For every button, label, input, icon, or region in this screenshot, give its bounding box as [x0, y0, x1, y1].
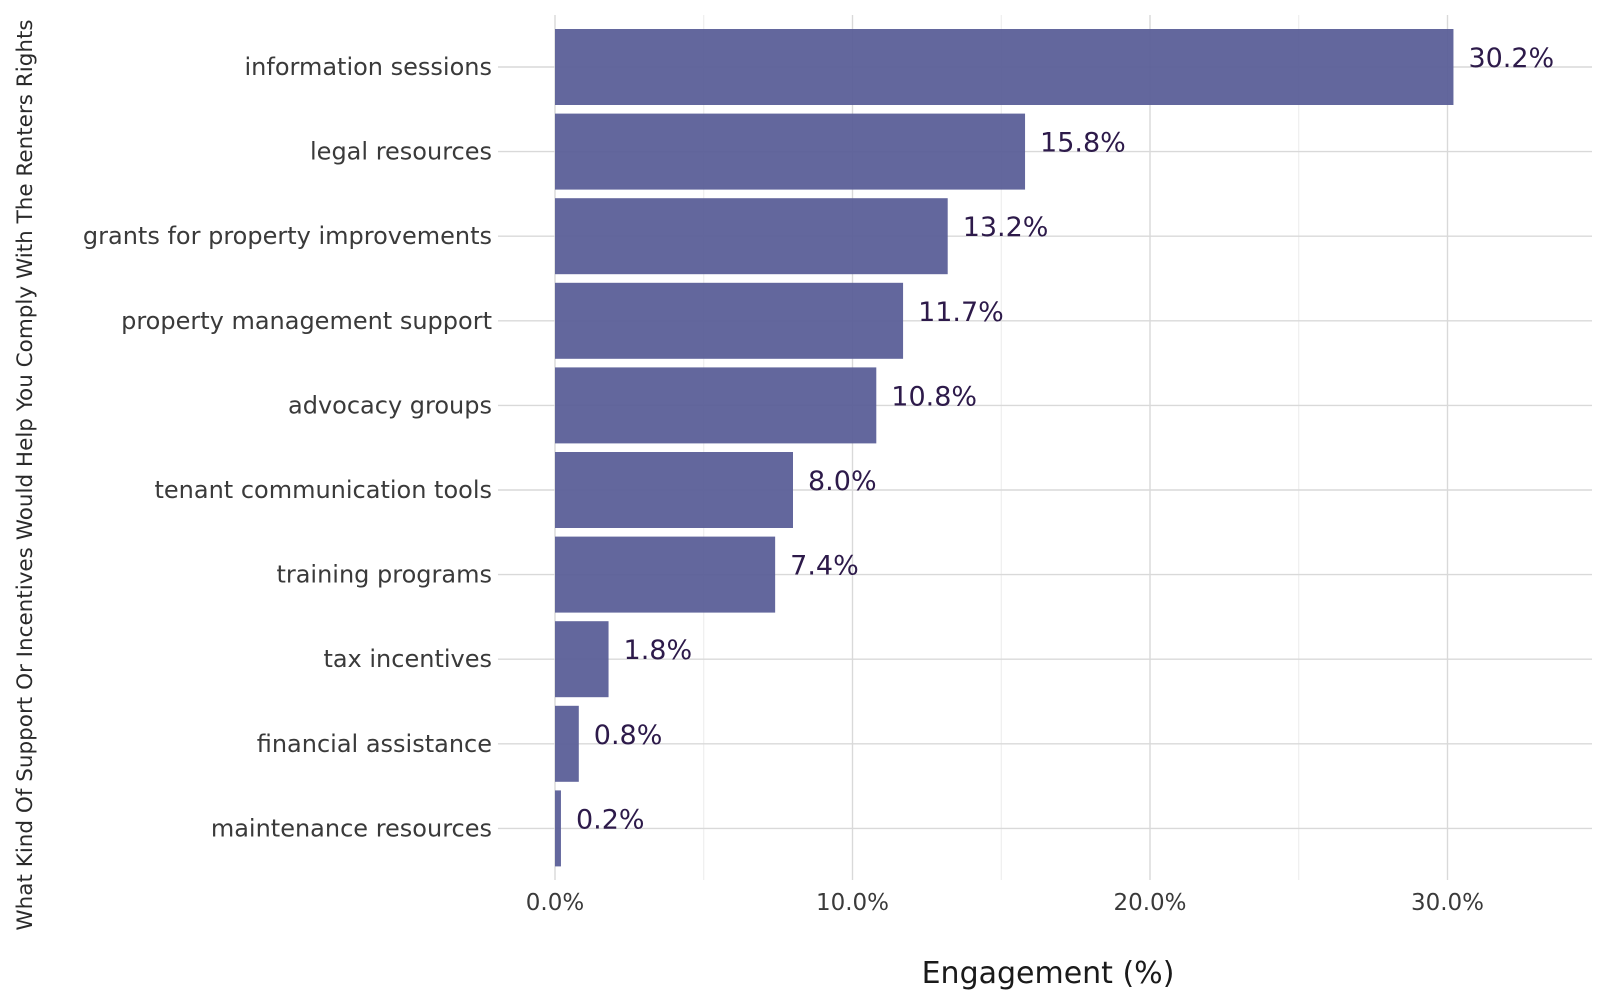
category-label: financial assistance: [257, 730, 492, 758]
x-tick-label: 30.0%: [1411, 890, 1484, 916]
bar-tenant-communication-tools: [555, 452, 793, 528]
bar-grants-for-property-improvements: [555, 198, 948, 275]
category-label: training programs: [276, 561, 492, 589]
bar-tax-incentives: [555, 621, 609, 698]
x-tick-label: 0.0%: [526, 890, 584, 916]
x-tick-label: 20.0%: [1113, 890, 1186, 916]
category-label: grants for property improvements: [83, 222, 492, 250]
y-axis-title: What Kind Of Support Or Incentives Would…: [13, 19, 38, 930]
bar-maintenance-resources: [555, 790, 561, 867]
category-label: legal resources: [310, 138, 492, 166]
value-label: 11.7%: [918, 297, 1004, 328]
bar-training-programs: [555, 536, 776, 613]
value-label: 15.8%: [1040, 128, 1126, 159]
bar-legal-resources: [555, 113, 1026, 190]
bar-advocacy-groups: [555, 367, 877, 444]
value-label: 10.8%: [891, 381, 977, 412]
x-axis-title: Engagement (%): [922, 956, 1175, 991]
bar-information-sessions: [555, 29, 1454, 105]
x-axis-ticks: 0.0% 10.0% 20.0% 30.0%: [526, 890, 1484, 916]
value-label: 0.8%: [594, 720, 663, 751]
bars: [555, 29, 1454, 867]
category-label: advocacy groups: [288, 391, 492, 419]
value-label: 0.2%: [576, 804, 645, 835]
value-label: 1.8%: [624, 635, 693, 666]
category-labels: information sessions legal resources grant…: [83, 53, 492, 842]
value-label: 13.2%: [963, 212, 1049, 243]
value-labels: 30.2% 15.8% 13.2% 11.7% 10.8% 8.0% 7.4% 1.8% 0.8…: [576, 43, 1554, 835]
x-tick-label: 10.0%: [816, 890, 889, 916]
category-label: tenant communication tools: [154, 476, 492, 504]
bar-property-management-support: [555, 282, 904, 359]
category-label: property management support: [121, 307, 492, 335]
category-label: tax incentives: [323, 645, 492, 673]
value-label: 8.0%: [808, 466, 877, 497]
value-label: 30.2%: [1468, 43, 1554, 74]
category-label: maintenance resources: [211, 814, 492, 842]
category-label: information sessions: [245, 53, 493, 81]
bar-financial-assistance: [555, 705, 579, 782]
value-label: 7.4%: [790, 551, 859, 582]
